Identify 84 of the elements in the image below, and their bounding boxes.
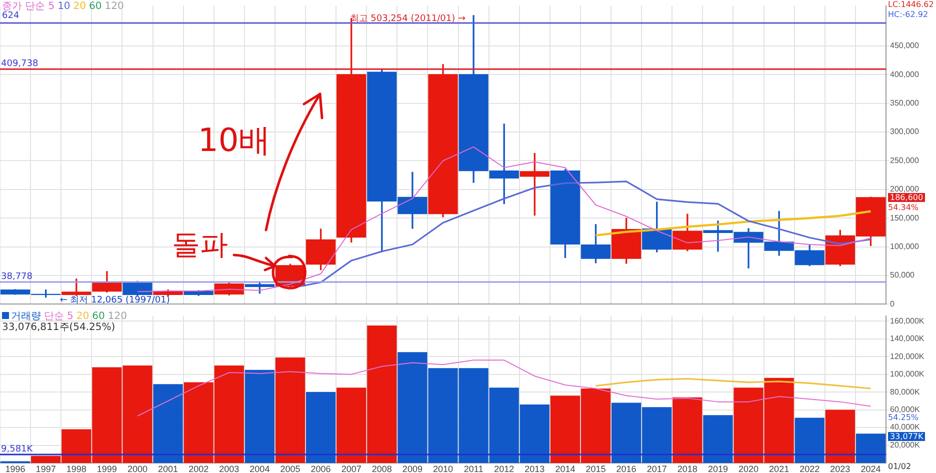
bar xyxy=(244,370,275,463)
x-tick-label: 2023 xyxy=(830,464,850,473)
y-tick-label: 450,000 xyxy=(890,41,920,50)
annotation: ← 최저 12,065 (1997/01) xyxy=(60,296,170,306)
x-tick-label: 2021 xyxy=(769,464,790,473)
y-tick-label: 120,000K xyxy=(890,352,925,361)
x-tick-label: 2016 xyxy=(616,464,636,473)
text: 186,600 xyxy=(888,193,926,202)
y-tick-label: 160,000K xyxy=(890,316,925,326)
y-tick-label: 150,000 xyxy=(890,213,920,222)
y-tick-label: 50,000 xyxy=(890,270,916,280)
text: 5 xyxy=(48,1,55,12)
y-tick-label: 140,000K xyxy=(890,334,925,344)
x-tick-label: 1997 xyxy=(36,464,56,473)
annotation: 최고 503,254 (2011/01) → xyxy=(350,14,466,24)
x-tick-label: 2011 xyxy=(464,464,484,473)
legend-label: 120 xyxy=(108,311,127,322)
legend-label: 60 xyxy=(89,1,102,12)
x-tick-label: 2000 xyxy=(127,464,148,473)
x-tick-label: 2006 xyxy=(310,464,331,473)
ref-line-label: 409,738 xyxy=(1,58,38,69)
x-tick-label: 2012 xyxy=(494,464,514,473)
y-tick-label: 300,000 xyxy=(890,127,920,136)
y-tick-label: 350,000 xyxy=(890,98,920,108)
y-tick-label: 60,000K xyxy=(890,405,920,414)
y-tick-label: 20,000K xyxy=(890,440,920,450)
bar xyxy=(153,384,183,463)
x-tick-label: 2004 xyxy=(250,464,270,473)
text: 54.25% xyxy=(888,413,919,422)
x-tick-label: 2022 xyxy=(800,464,820,473)
text: 20 xyxy=(73,1,86,12)
bar xyxy=(306,392,336,463)
annotation: 33,076,811주(54.25%) xyxy=(2,322,116,334)
x-tick-label: 2013 xyxy=(524,464,545,473)
y-tick-label: 80,000K xyxy=(890,387,920,396)
y-tick-label: 100,000K xyxy=(890,370,925,379)
x-tick-label: 2014 xyxy=(555,464,576,473)
x-tick-label: 2008 xyxy=(372,464,392,473)
text: 33,077K xyxy=(888,432,926,441)
bar xyxy=(703,415,733,463)
x-tick-label: 2024 xyxy=(860,464,881,473)
text: 10 xyxy=(58,1,70,12)
bar xyxy=(275,357,306,463)
y-tick-label: 40,000K xyxy=(890,422,920,432)
text: LC:1446.62 xyxy=(888,0,934,9)
legend-title: 종가 단순 xyxy=(2,1,46,12)
x-tick-label: 2001 xyxy=(158,464,178,473)
text: 20 xyxy=(76,311,90,322)
x-tick-label: 2019 xyxy=(708,464,728,473)
x-tick-label: 2002 xyxy=(188,464,209,473)
ref-line-label: 38,778 xyxy=(1,272,33,282)
x-tick-label: 2018 xyxy=(677,464,698,473)
y-tick-label: 200,000 xyxy=(890,184,920,194)
text: HC:-62.92 xyxy=(888,10,928,19)
bar xyxy=(672,397,702,463)
text: 54.34% xyxy=(888,203,919,212)
x-tick-label: 2017 xyxy=(646,464,667,473)
y-tick-label: 400,000 xyxy=(890,70,920,79)
bar xyxy=(825,410,855,463)
bar xyxy=(856,434,886,463)
text: 01/02 xyxy=(888,462,912,471)
x-tick-label: 2009 xyxy=(402,464,422,473)
y-tick-label: 250,000 xyxy=(890,156,920,165)
x-tick-label: 2010 xyxy=(432,464,454,473)
legend-label: 거래량 xyxy=(11,311,41,322)
y-tick-label: 0 xyxy=(890,299,895,308)
legend-label: 120 xyxy=(104,1,124,12)
annotation: 돌파 xyxy=(172,228,228,261)
x-tick-label: 1999 xyxy=(96,464,117,473)
annotation: 10배 xyxy=(198,121,271,159)
ref-line-label: 9,581K xyxy=(1,444,34,454)
y-tick-label: 100,000 xyxy=(890,242,920,252)
x-tick-label: 2020 xyxy=(738,464,759,473)
legend-label: 60 xyxy=(92,311,105,322)
legend-title: 단순 xyxy=(44,311,64,322)
x-tick-label: 1998 xyxy=(66,464,86,473)
x-tick-label: 1996 xyxy=(5,464,26,473)
x-tick-label: 2003 xyxy=(219,464,240,473)
bar xyxy=(794,418,824,463)
x-tick-label: 2007 xyxy=(341,464,362,473)
text: 5 xyxy=(67,311,74,322)
x-tick-label: 2005 xyxy=(280,464,300,473)
x-tick-label: 2015 xyxy=(586,464,606,473)
annotation: 624 xyxy=(2,11,20,21)
